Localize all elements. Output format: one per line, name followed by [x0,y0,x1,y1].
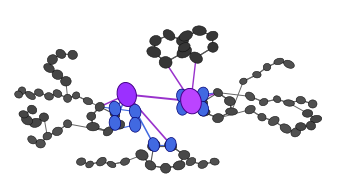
Ellipse shape [25,91,35,100]
Ellipse shape [103,127,113,136]
Ellipse shape [259,98,268,106]
Ellipse shape [148,138,159,152]
Ellipse shape [190,52,202,63]
Ellipse shape [198,160,208,168]
Ellipse shape [45,93,53,100]
Ellipse shape [274,58,284,65]
Ellipse shape [179,31,192,41]
Ellipse shape [210,158,219,165]
Ellipse shape [197,101,209,116]
Ellipse shape [291,128,300,137]
Ellipse shape [53,90,62,97]
Ellipse shape [176,35,189,46]
Ellipse shape [199,109,210,116]
Ellipse shape [198,98,208,106]
Ellipse shape [15,91,23,98]
Ellipse shape [177,46,191,58]
Ellipse shape [115,120,125,129]
Ellipse shape [64,94,72,102]
Ellipse shape [284,100,294,106]
Ellipse shape [180,88,201,114]
Ellipse shape [39,113,49,122]
Ellipse shape [52,70,63,79]
Ellipse shape [87,112,96,120]
Ellipse shape [148,140,160,151]
Ellipse shape [308,100,317,108]
Ellipse shape [186,158,196,166]
Ellipse shape [52,127,63,136]
Ellipse shape [29,118,42,127]
Ellipse shape [165,140,177,151]
Ellipse shape [34,89,43,96]
Ellipse shape [19,111,28,118]
Ellipse shape [68,50,77,59]
Ellipse shape [72,92,80,99]
Ellipse shape [97,157,106,166]
Ellipse shape [109,115,121,130]
Ellipse shape [284,60,294,68]
Ellipse shape [296,96,306,104]
Ellipse shape [147,46,161,57]
Ellipse shape [224,97,235,106]
Ellipse shape [280,124,291,133]
Ellipse shape [43,132,52,140]
Ellipse shape [27,105,37,114]
Ellipse shape [121,158,129,165]
Ellipse shape [296,123,306,131]
Ellipse shape [240,78,247,84]
Ellipse shape [197,87,209,102]
Ellipse shape [136,150,148,160]
Ellipse shape [76,158,86,165]
Ellipse shape [263,63,271,71]
Ellipse shape [268,116,279,125]
Ellipse shape [165,138,176,152]
Ellipse shape [86,161,93,168]
Ellipse shape [273,96,281,103]
Ellipse shape [61,77,71,86]
Ellipse shape [163,30,175,40]
Ellipse shape [117,82,137,107]
Ellipse shape [159,57,172,68]
Ellipse shape [109,101,121,116]
Ellipse shape [28,136,37,144]
Ellipse shape [18,87,26,94]
Ellipse shape [214,88,222,97]
Ellipse shape [245,92,255,101]
Ellipse shape [56,49,66,58]
Ellipse shape [129,104,141,119]
Ellipse shape [161,163,171,173]
Ellipse shape [107,161,116,168]
Ellipse shape [177,100,188,115]
Ellipse shape [145,161,156,170]
Ellipse shape [178,150,190,160]
Ellipse shape [193,26,206,35]
Ellipse shape [207,31,218,41]
Ellipse shape [226,108,237,115]
Ellipse shape [177,89,188,104]
Ellipse shape [310,115,322,123]
Ellipse shape [150,36,161,46]
Ellipse shape [129,117,141,132]
Ellipse shape [306,121,316,130]
Ellipse shape [303,110,313,117]
Ellipse shape [110,110,120,118]
Ellipse shape [213,114,223,123]
Ellipse shape [258,113,266,121]
Ellipse shape [83,98,93,105]
Ellipse shape [95,102,104,111]
Ellipse shape [64,120,72,128]
Ellipse shape [36,139,45,148]
Ellipse shape [173,161,185,170]
Ellipse shape [208,42,218,52]
Ellipse shape [253,71,261,78]
Ellipse shape [245,105,255,114]
Ellipse shape [47,55,57,64]
Ellipse shape [87,122,99,131]
Ellipse shape [22,115,32,125]
Ellipse shape [178,43,190,52]
Ellipse shape [44,64,54,73]
